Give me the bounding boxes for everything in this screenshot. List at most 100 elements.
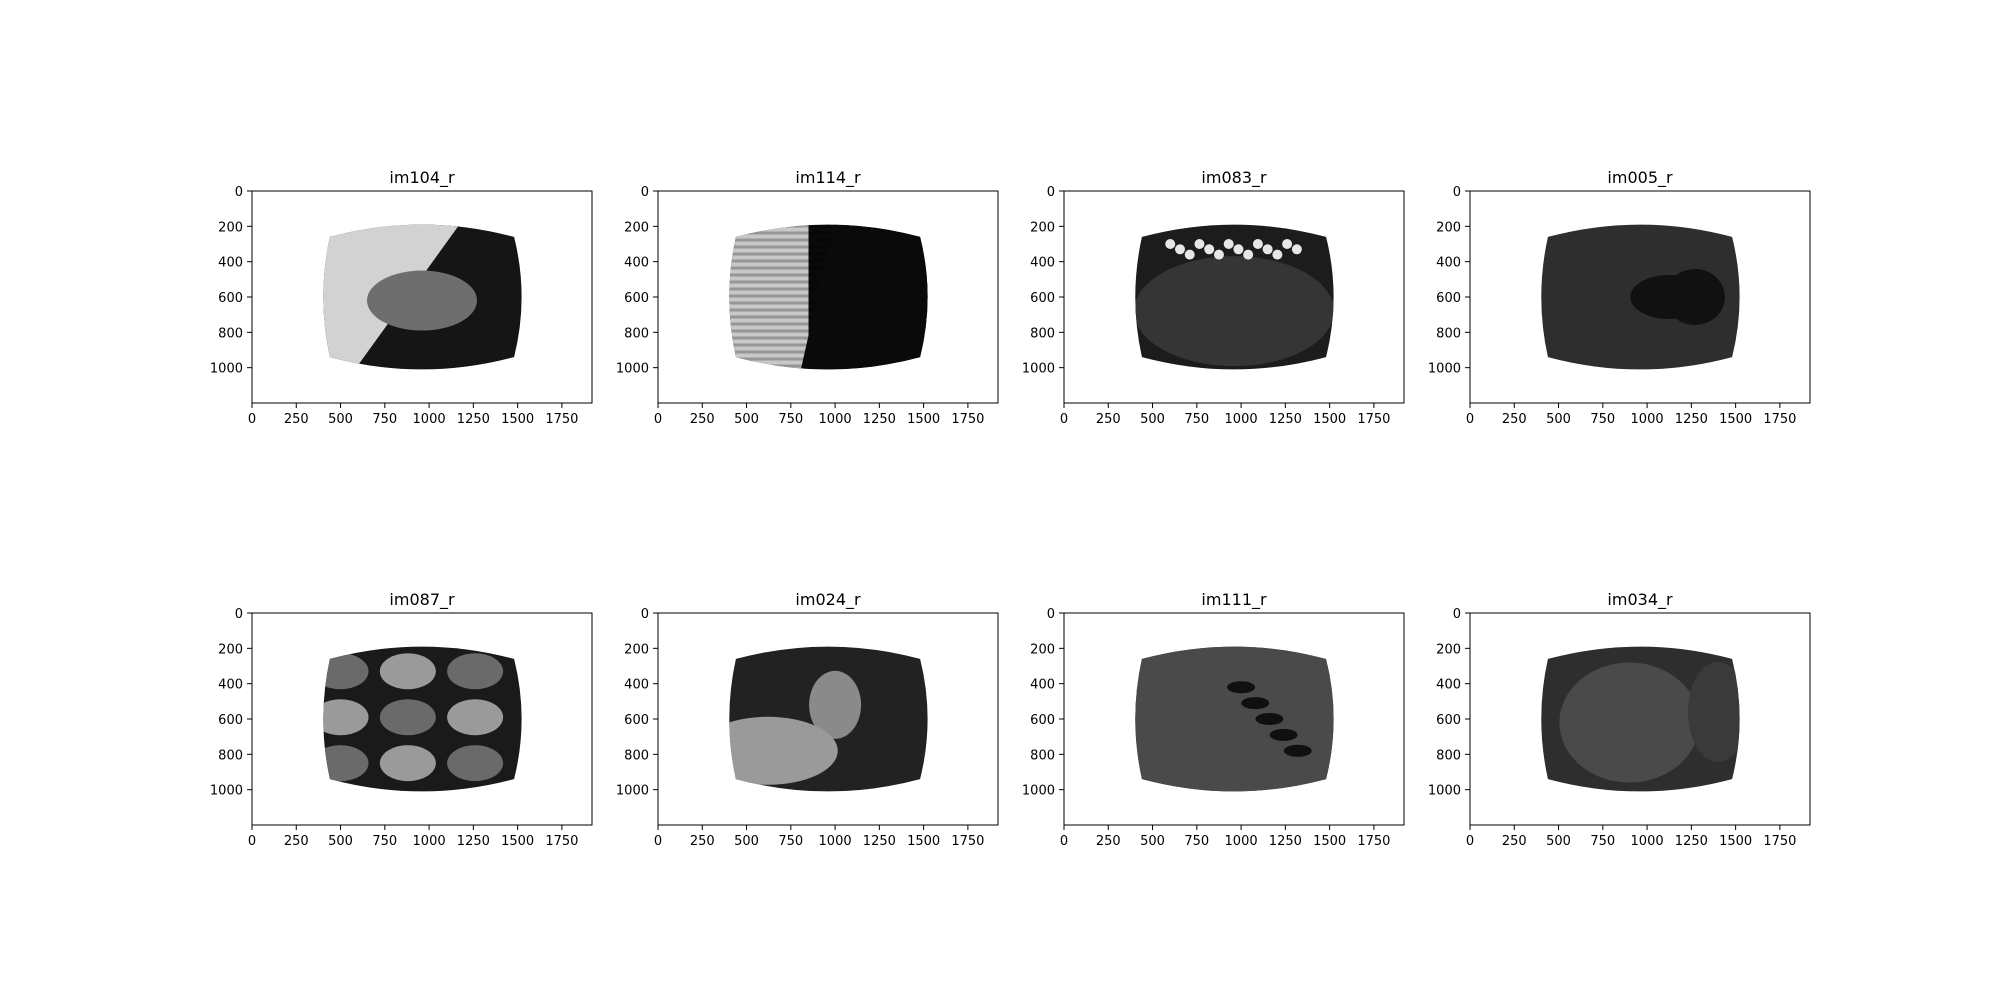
subplot-title: im083_r bbox=[1201, 168, 1267, 188]
y-tick-label: 200 bbox=[1030, 642, 1055, 657]
y-tick-label: 200 bbox=[624, 642, 649, 657]
image-region bbox=[698, 640, 932, 797]
y-tick-label: 1000 bbox=[1022, 362, 1055, 377]
y-tick-label: 400 bbox=[218, 678, 243, 693]
x-tick-label: 1750 bbox=[951, 834, 984, 849]
y-tick-label: 0 bbox=[1047, 607, 1055, 622]
subplot-title: im111_r bbox=[1201, 590, 1267, 610]
x-tick-label: 0 bbox=[654, 834, 662, 849]
x-tick-label: 1000 bbox=[819, 412, 852, 427]
y-tick-label: 800 bbox=[624, 326, 649, 341]
subplot-7: im111_r 0 250 500 750 1000 1250 1500 1750 0 200 400… bbox=[1022, 590, 1404, 849]
subplot-3: im083_r 0 250 500 750 1000 1250 1500 1750 0 200 400… bbox=[1022, 168, 1404, 427]
subplot-title: im034_r bbox=[1607, 590, 1673, 610]
y-tick-label: 1000 bbox=[1022, 784, 1055, 799]
y-tick-label: 1000 bbox=[1428, 362, 1461, 377]
x-tick-label: 1500 bbox=[1313, 412, 1346, 427]
y-tick-label: 800 bbox=[1030, 748, 1055, 763]
y-tick-label: 200 bbox=[218, 642, 243, 657]
x-tick-label: 0 bbox=[1466, 834, 1474, 849]
y-tick-label: 800 bbox=[218, 748, 243, 763]
y-tick-label: 0 bbox=[235, 607, 243, 622]
y-tick-label: 1000 bbox=[210, 784, 243, 799]
x-tick-label: 1500 bbox=[1313, 834, 1346, 849]
x-tick-label: 1500 bbox=[501, 834, 534, 849]
x-tick-label: 1250 bbox=[863, 412, 896, 427]
y-tick-label: 800 bbox=[1436, 748, 1461, 763]
y-tick-label: 0 bbox=[1453, 607, 1461, 622]
x-tick-label: 1500 bbox=[907, 412, 940, 427]
subplot-title: im104_r bbox=[389, 168, 455, 188]
x-tick-label: 1000 bbox=[413, 834, 446, 849]
x-tick-label: 0 bbox=[248, 834, 256, 849]
y-tick-label: 200 bbox=[1030, 220, 1055, 235]
subplot-title: im024_r bbox=[795, 590, 861, 610]
x-tick-label: 1750 bbox=[1357, 834, 1390, 849]
x-tick-label: 1750 bbox=[1357, 412, 1390, 427]
y-tick-label: 400 bbox=[624, 256, 649, 271]
y-tick-label: 800 bbox=[624, 748, 649, 763]
x-tick-label: 250 bbox=[1502, 834, 1527, 849]
x-tick-label: 1750 bbox=[951, 412, 984, 427]
y-tick-label: 200 bbox=[624, 220, 649, 235]
x-tick-label: 1500 bbox=[907, 834, 940, 849]
image-region bbox=[320, 218, 525, 375]
x-tick-label: 0 bbox=[1466, 412, 1474, 427]
subplot-title: im005_r bbox=[1607, 168, 1673, 188]
x-tick-label: 500 bbox=[328, 834, 353, 849]
x-tick-label: 250 bbox=[690, 834, 715, 849]
x-tick-label: 250 bbox=[284, 412, 309, 427]
x-tick-label: 750 bbox=[372, 412, 397, 427]
x-tick-label: 500 bbox=[1546, 834, 1571, 849]
y-tick-label: 1000 bbox=[616, 784, 649, 799]
x-tick-label: 1250 bbox=[457, 834, 490, 849]
y-tick-label: 600 bbox=[624, 291, 649, 306]
y-tick-label: 600 bbox=[1030, 291, 1055, 306]
y-tick-label: 0 bbox=[1453, 185, 1461, 200]
y-tick-label: 600 bbox=[218, 713, 243, 728]
y-tick-label: 0 bbox=[1047, 185, 1055, 200]
y-tick-label: 400 bbox=[1030, 678, 1055, 693]
x-tick-label: 1250 bbox=[457, 412, 490, 427]
x-tick-label: 750 bbox=[778, 412, 803, 427]
subplot-8: im034_r 0 250 500 750 1000 1250 1500 1750 0 200 400… bbox=[1428, 590, 1810, 849]
x-tick-label: 250 bbox=[1502, 412, 1527, 427]
y-tick-label: 600 bbox=[1436, 291, 1461, 306]
subplot-6: im024_r 0 250 500 750 1000 1250 1500 1750 0 200 400… bbox=[616, 590, 998, 849]
x-tick-label: 750 bbox=[1184, 834, 1209, 849]
x-tick-label: 0 bbox=[654, 412, 662, 427]
y-tick-label: 0 bbox=[641, 607, 649, 622]
x-tick-label: 1250 bbox=[1675, 834, 1708, 849]
x-tick-label: 0 bbox=[1060, 412, 1068, 427]
x-tick-label: 1250 bbox=[863, 834, 896, 849]
x-tick-label: 0 bbox=[1060, 834, 1068, 849]
x-tick-label: 750 bbox=[778, 834, 803, 849]
y-tick-label: 600 bbox=[624, 713, 649, 728]
image-region bbox=[1132, 218, 1337, 375]
x-tick-label: 1500 bbox=[1719, 412, 1752, 427]
subplot-5: im087_r 0 250 500 750 1000 1250 1500 1750 0 200 400… bbox=[210, 590, 592, 849]
x-tick-label: 1750 bbox=[545, 412, 578, 427]
image-region bbox=[726, 218, 931, 375]
x-tick-label: 250 bbox=[284, 834, 309, 849]
image-region bbox=[1083, 638, 1363, 808]
x-tick-label: 750 bbox=[1184, 412, 1209, 427]
x-tick-label: 500 bbox=[734, 834, 759, 849]
y-tick-label: 800 bbox=[1030, 326, 1055, 341]
x-tick-label: 1250 bbox=[1269, 834, 1302, 849]
y-tick-label: 400 bbox=[1030, 256, 1055, 271]
x-tick-label: 1500 bbox=[501, 412, 534, 427]
y-tick-label: 1000 bbox=[616, 362, 649, 377]
x-tick-label: 1000 bbox=[1631, 834, 1664, 849]
y-tick-label: 400 bbox=[1436, 256, 1461, 271]
x-tick-label: 500 bbox=[734, 412, 759, 427]
x-tick-label: 500 bbox=[1140, 412, 1165, 427]
y-tick-label: 600 bbox=[1436, 713, 1461, 728]
x-tick-label: 1000 bbox=[819, 834, 852, 849]
x-tick-label: 750 bbox=[1590, 412, 1615, 427]
x-tick-label: 250 bbox=[1096, 412, 1121, 427]
subplot-1: im104_r 0 250 500 750 1000 1250 1500 1750 0 200 400… bbox=[210, 168, 592, 427]
x-tick-label: 1750 bbox=[1763, 412, 1796, 427]
